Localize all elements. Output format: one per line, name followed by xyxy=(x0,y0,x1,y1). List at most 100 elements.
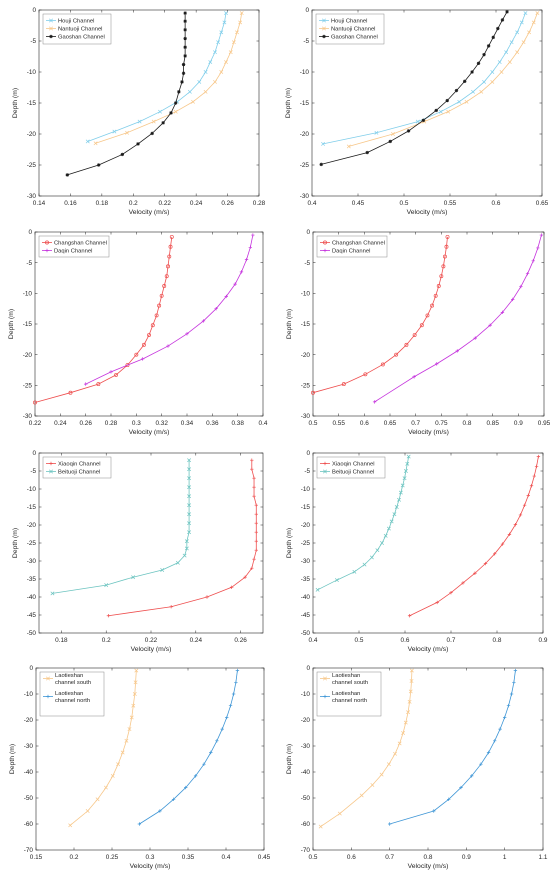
x-tick-label: 0.5 xyxy=(309,854,318,861)
x-tick-label: 0.26 xyxy=(234,637,247,644)
data-point xyxy=(408,689,413,694)
data-point xyxy=(521,40,526,45)
data-point xyxy=(527,30,532,35)
legend-entry: Nantuoji Channel xyxy=(46,27,102,33)
legend-marker xyxy=(49,18,53,23)
legend-marker xyxy=(49,26,53,31)
series-2 xyxy=(387,668,518,826)
data-point xyxy=(205,595,209,599)
data-point xyxy=(346,144,351,149)
legend-entry: Beituoji Channel xyxy=(46,470,100,476)
data-point xyxy=(515,30,520,35)
data-point xyxy=(157,303,162,308)
data-point xyxy=(461,581,465,585)
data-point xyxy=(463,79,467,83)
data-point xyxy=(470,774,474,778)
x-axis-label: Velocity (m/s) xyxy=(129,429,170,436)
legend-label: channel south xyxy=(55,680,91,686)
legend-label: Changshan Channel xyxy=(54,241,107,247)
legend-marker xyxy=(49,469,53,474)
x-axis-label: Velocity (m/s) xyxy=(408,429,449,436)
x-tick-label: 0.16 xyxy=(64,200,77,207)
y-tick-label: 0 xyxy=(306,229,310,236)
data-point xyxy=(137,119,142,124)
data-point xyxy=(185,332,189,336)
data-point xyxy=(68,390,73,395)
data-point xyxy=(160,568,165,572)
data-point xyxy=(535,11,540,16)
data-point xyxy=(171,797,176,801)
data-point xyxy=(400,483,405,488)
data-point xyxy=(224,294,228,299)
data-point xyxy=(187,89,192,94)
data-point xyxy=(449,590,453,595)
series-1 xyxy=(311,234,450,395)
data-point xyxy=(197,79,202,84)
data-point xyxy=(154,313,159,318)
y-tick-label: -40 xyxy=(301,769,311,776)
data-point xyxy=(506,704,511,708)
data-point xyxy=(184,546,189,551)
data-point xyxy=(93,141,98,146)
data-point xyxy=(187,503,192,508)
data-point xyxy=(252,494,256,498)
y-tick-label: -60 xyxy=(24,821,34,828)
y-axis-label: Depth (m) xyxy=(12,528,19,558)
y-tick-label: -45 xyxy=(27,612,37,619)
data-point xyxy=(224,60,228,65)
data-point xyxy=(433,293,438,298)
data-point xyxy=(114,372,119,377)
data-point xyxy=(140,357,145,361)
data-point xyxy=(110,773,115,778)
data-point xyxy=(234,680,238,684)
y-tick-label: -25 xyxy=(27,540,37,547)
data-point xyxy=(482,52,486,57)
y-tick-label: -20 xyxy=(301,522,311,529)
data-point xyxy=(159,293,164,298)
legend-label: Nantuoji Channel xyxy=(58,27,102,33)
chart-5: 0.18 0.2 0.22 0.24 0.26-50-45-40-35-30-25-20… xyxy=(12,450,264,653)
x-tick-label: 0.9 xyxy=(539,637,548,644)
y-tick-label: -30 xyxy=(23,413,33,420)
y-tick-label: -15 xyxy=(301,504,311,511)
data-point xyxy=(403,469,408,473)
series-line xyxy=(389,670,516,825)
data-point xyxy=(131,575,136,580)
data-point xyxy=(459,785,463,790)
data-point xyxy=(438,109,443,114)
data-point xyxy=(169,234,174,239)
y-axis-label: Depth (m) xyxy=(8,309,15,339)
data-point xyxy=(187,458,192,463)
legend-marker xyxy=(323,461,327,466)
series-2 xyxy=(50,458,192,596)
data-point xyxy=(407,699,412,704)
data-point xyxy=(250,467,254,471)
x-tick-label: 0.9 xyxy=(514,420,523,427)
data-point xyxy=(137,822,142,826)
x-tick-label: 0.4 xyxy=(222,854,231,861)
data-point xyxy=(505,10,509,14)
data-point xyxy=(175,560,180,565)
data-point xyxy=(403,720,408,725)
x-tick-label: 0.45 xyxy=(258,854,271,861)
data-point xyxy=(412,333,417,337)
data-point xyxy=(183,36,187,41)
x-axis-label: Velocity (m/s) xyxy=(408,646,449,653)
data-point xyxy=(445,98,449,103)
data-point xyxy=(183,45,187,49)
data-point xyxy=(536,454,541,459)
data-point xyxy=(409,668,414,673)
x-tick-label: 0.26 xyxy=(79,420,92,427)
y-tick-label: -25 xyxy=(300,162,310,169)
data-point xyxy=(393,751,397,756)
x-tick-label: 0.4 xyxy=(308,200,317,207)
y-tick-label: -30 xyxy=(301,743,311,750)
y-tick-label: -10 xyxy=(27,69,37,76)
series-line xyxy=(87,13,227,142)
x-tick-label: 0.85 xyxy=(486,420,499,427)
y-tick-label: -60 xyxy=(301,821,311,828)
data-point xyxy=(536,246,540,250)
data-point xyxy=(500,18,505,22)
data-point xyxy=(158,809,162,813)
x-tick-label: 0.22 xyxy=(158,200,171,207)
